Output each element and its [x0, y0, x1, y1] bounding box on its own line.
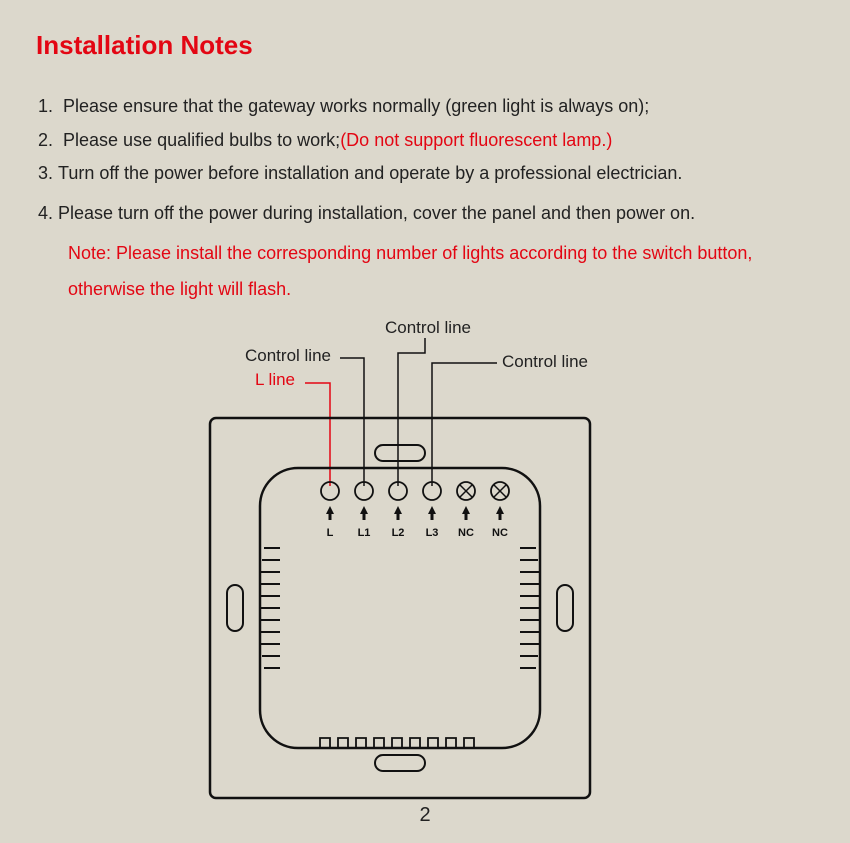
note-text-3: Turn off the power before installation a…	[58, 163, 682, 183]
note-text-2a: Please use qualified bulbs to work;	[63, 130, 340, 150]
lead-l-line	[305, 383, 330, 486]
term-NC2: NC	[492, 527, 508, 539]
arrow-row	[326, 506, 504, 520]
lead-control-top	[398, 338, 425, 486]
label-control-left: Control line	[245, 346, 331, 365]
mount-slot-right	[557, 585, 573, 631]
wiring-diagram: Control line Control line Control line L…	[28, 313, 822, 838]
terminal-row	[321, 482, 509, 500]
mount-slot-top	[375, 445, 425, 461]
term-L1: L1	[358, 527, 371, 539]
term-NC1: NC	[458, 527, 474, 539]
note-item-2: Please use qualified bulbs to work;(Do n…	[58, 125, 822, 157]
warning-line-1: Note: Please install the corresponding n…	[68, 235, 822, 271]
warning-line-2: otherwise the light will flash.	[68, 271, 822, 307]
note-item-4: Please turn off the power during install…	[58, 198, 822, 230]
note-text-1: Please ensure that the gateway works nor…	[63, 96, 649, 116]
note-item-1: Please ensure that the gateway works nor…	[58, 91, 822, 123]
notes-list: Please ensure that the gateway works nor…	[36, 91, 822, 229]
mount-slot-left	[227, 585, 243, 631]
term-L: L	[327, 527, 334, 539]
note-item-3: Turn off the power before installation a…	[58, 158, 822, 190]
label-control-right: Control line	[502, 352, 588, 371]
vents-right	[520, 548, 540, 668]
warning-note: Note: Please install the corresponding n…	[68, 235, 822, 307]
mount-slot-bottom	[375, 755, 425, 771]
note-text-2b: (Do not support fluorescent lamp.)	[340, 130, 612, 150]
terminal-labels: L L1 L2 L3 NC NC	[327, 527, 508, 539]
label-l-line: L line	[255, 370, 295, 389]
page-title: Installation Notes	[36, 30, 822, 61]
term-L3: L3	[426, 527, 439, 539]
vents-left	[260, 548, 280, 668]
label-control-top: Control line	[385, 318, 471, 337]
term-L2: L2	[392, 527, 405, 539]
note-text-4: Please turn off the power during install…	[58, 203, 695, 223]
page-number: 2	[0, 804, 850, 827]
vents-bottom	[320, 738, 474, 748]
